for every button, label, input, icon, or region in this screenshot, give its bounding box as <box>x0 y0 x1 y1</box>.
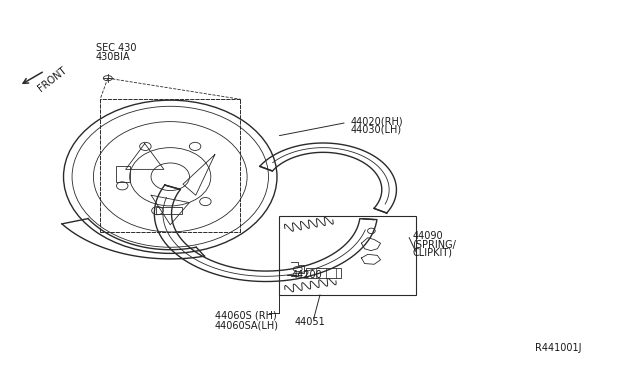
Bar <box>306 268 341 278</box>
Bar <box>278 215 415 295</box>
Text: (SPRING/: (SPRING/ <box>412 239 456 249</box>
Text: 44200: 44200 <box>291 270 322 280</box>
Text: CLIPKIT): CLIPKIT) <box>412 248 452 258</box>
Text: FRONT: FRONT <box>36 65 69 93</box>
Text: 44020(RH): 44020(RH) <box>351 116 403 126</box>
Text: 44051: 44051 <box>294 317 325 327</box>
Bar <box>156 207 182 214</box>
Text: 430BIA: 430BIA <box>96 52 131 62</box>
Bar <box>116 166 130 182</box>
Text: 44060S (RH): 44060S (RH) <box>215 311 276 321</box>
Text: 44060SA(LH): 44060SA(LH) <box>215 321 279 331</box>
Text: R441001J: R441001J <box>536 343 582 353</box>
Text: 44030(LH): 44030(LH) <box>351 125 402 135</box>
Text: 44090: 44090 <box>412 231 443 241</box>
Text: SEC 430: SEC 430 <box>96 42 136 52</box>
